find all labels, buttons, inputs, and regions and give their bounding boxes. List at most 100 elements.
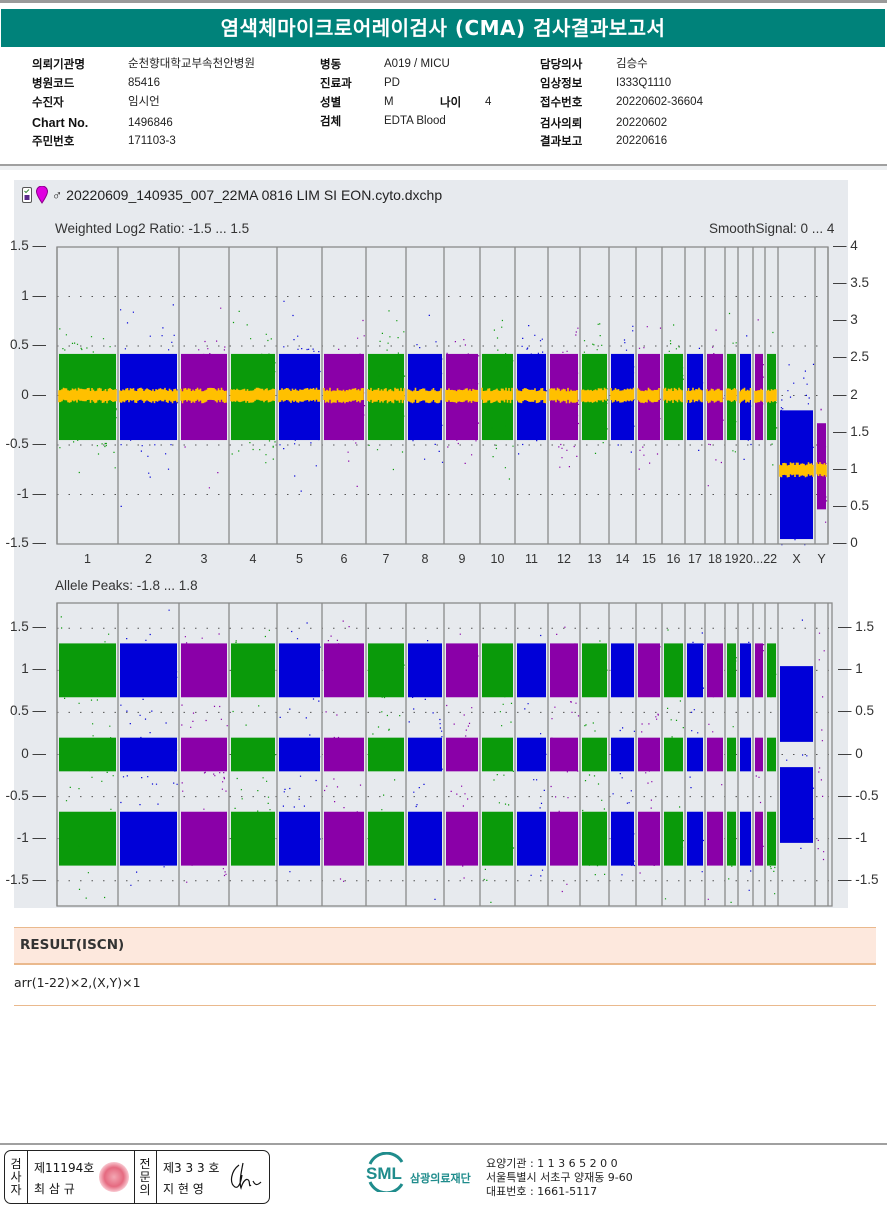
y-tick-label: 0 — [21, 386, 46, 402]
y2-tick-label: — 2 [833, 386, 858, 402]
chromosome-label: 18 [708, 552, 722, 566]
chromosome-label: 14 [615, 552, 630, 566]
allele-peak-band [231, 643, 275, 698]
allele-peak-band [446, 643, 478, 698]
chromosome-17-log2-points [686, 347, 704, 451]
y-tick-label: -1.5 — [5, 871, 46, 887]
allele-peak-band [707, 811, 723, 866]
organization-line: 요양기관 : 1 1 3 6 5 2 0 0 [486, 1157, 618, 1170]
allele-peak-band [324, 643, 364, 698]
allele-outlier-points [408, 640, 443, 900]
smooth-signal-line [549, 387, 578, 404]
allele-peak-band [582, 811, 607, 866]
pin-marker-icon [35, 185, 48, 207]
allele-peak-band [664, 737, 683, 772]
file-name: 20220609_140935_007_22MA 0816 LIM SI EON… [66, 187, 443, 204]
allele-peak-band [687, 643, 703, 698]
info-value: 171103-3 [128, 135, 176, 147]
info-label: 검체 [320, 114, 342, 128]
chromosome-3-allele-points [181, 633, 228, 883]
chromosome-label: 1 [84, 552, 91, 566]
y-tick-label: -1 — [16, 829, 46, 845]
info-label: 담당의사 [540, 57, 583, 71]
log2-outlier-points [664, 324, 684, 430]
result-iscn: arr(1-22)×2,(X,Y)×1 [14, 975, 141, 990]
allele-peak-band [707, 643, 723, 698]
organization-name: 삼광의료재단 [410, 1172, 471, 1185]
allele-peak-band [727, 737, 736, 772]
chromosome-Y-log2-points [816, 408, 828, 523]
info-label: 임상정보 [540, 76, 583, 90]
allele-peak-band [550, 811, 578, 866]
examiner-label-char: 사 [10, 1170, 22, 1184]
divider-shadow [0, 166, 887, 170]
smooth-signal-line [779, 462, 814, 478]
allele-peak-band [707, 737, 723, 772]
allele-peak-band [611, 643, 634, 698]
allele-peak-band [408, 643, 442, 698]
smooth-signal-line [481, 387, 513, 404]
examiner-license: 제11194호 [34, 1161, 95, 1175]
allele-peak-band [582, 737, 607, 772]
chromosome-12-allele-points [550, 626, 580, 893]
allele-peak-band [582, 643, 607, 698]
chromosome-20-log2-points [739, 335, 752, 460]
chromosome-6-allele-points [324, 620, 364, 882]
chromosome-label: 10 [490, 552, 505, 566]
info-label: 접수번호 [540, 95, 583, 109]
divider [0, 164, 887, 166]
info-value: M [384, 96, 394, 108]
specialist-label-char: 전 [139, 1157, 151, 1171]
allele-peak-band [446, 811, 478, 866]
allele-peak-band [408, 811, 442, 866]
chromosome-16-allele-points [664, 629, 684, 900]
log2-ratio-title: Weighted Log2 Ratio: -1.5 ... 1.5 [55, 221, 250, 236]
allele-peak-band [181, 811, 227, 866]
info-label: 병동 [320, 57, 342, 71]
smooth-signal-line [637, 387, 660, 404]
specialist-label-char: 문 [139, 1170, 151, 1184]
chromosome-13-log2-points [581, 323, 609, 454]
y2-tick-label: — 1 [833, 460, 858, 476]
allele-outlier-points [817, 632, 825, 861]
smooth-signal-line [663, 387, 683, 403]
info-label: 병원코드 [32, 76, 75, 90]
chromosome-16-log2-points [663, 324, 684, 441]
allele-peak-band [368, 811, 404, 866]
smooth-signal-line [610, 387, 635, 403]
info-value: 20220616 [616, 135, 668, 147]
chromosome-2-log2-points [119, 304, 179, 507]
organization-line: 서울특별시 서초구 양재동 9-60 [486, 1171, 633, 1184]
chromosome-21-allele-points [755, 643, 765, 866]
specialist-name: 지 현 영 [163, 1182, 204, 1196]
chromosome-label: 6 [340, 552, 348, 566]
info-label: 진료과 [320, 76, 352, 90]
footer-divider [0, 1143, 887, 1145]
allele-peak-band [517, 737, 546, 772]
allele-peak-band [120, 737, 177, 772]
chromosome-label: 9 [458, 552, 466, 566]
y2-tick-label: — 1 [838, 661, 863, 677]
log2-outlier-points [551, 327, 580, 468]
allele-peak-band [755, 643, 763, 698]
chromosome-15-allele-points [638, 643, 661, 874]
result-header: RESULT(ISCN) [14, 927, 876, 965]
chromosome-7-allele-points [368, 643, 405, 866]
y2-tick-label: — 0.5 [833, 497, 870, 513]
chromosome-13-allele-points [582, 640, 608, 876]
y2-tick-label: — 0.5 [838, 703, 875, 719]
allele-peak-band [550, 737, 578, 772]
allele-peak-band [687, 811, 703, 866]
y2-tick-label: — 1.5 [838, 619, 875, 635]
y2-tick-label: — -1 [838, 829, 868, 845]
allele-peak-band [767, 737, 776, 772]
chromosome-5-allele-points [279, 622, 321, 873]
smooth-signal-line [367, 387, 405, 404]
allele-peak-band [611, 737, 634, 772]
allele-peak-band [755, 737, 763, 772]
info-value: 김승수 [616, 58, 648, 70]
allele-peak-band [181, 643, 227, 698]
chromosome-label: 13 [587, 552, 602, 566]
smooth-signal-line [726, 388, 737, 402]
chromosome-label: 2 [145, 552, 152, 566]
